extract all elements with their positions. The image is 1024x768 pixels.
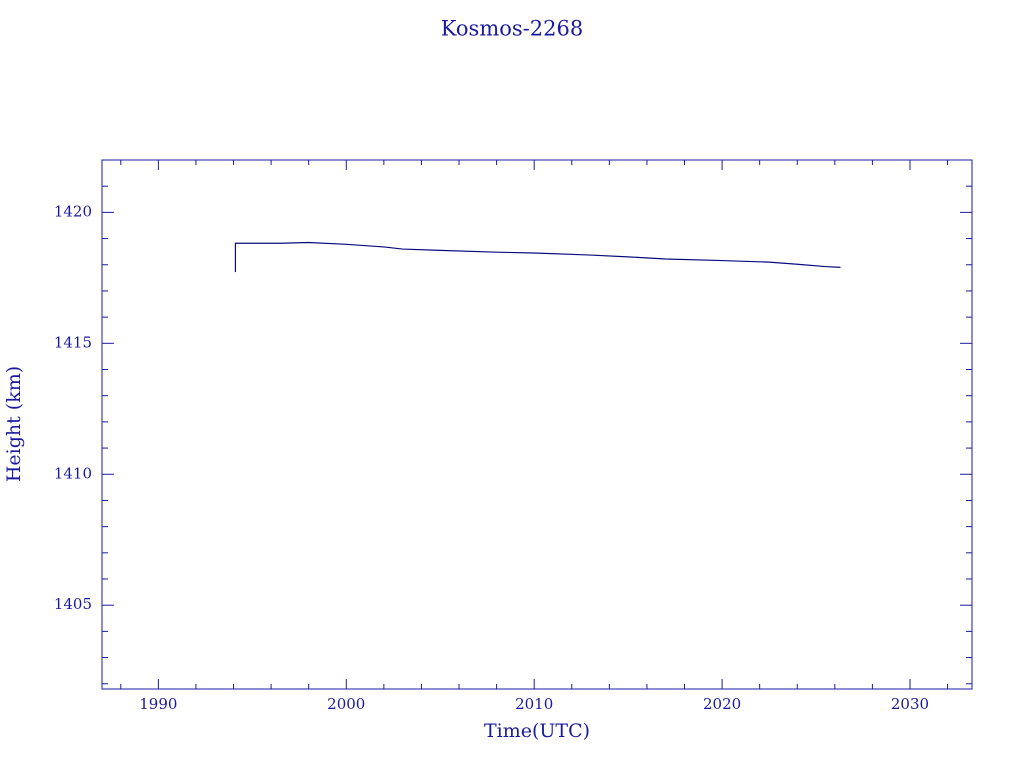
chart-title: Kosmos-2268 — [441, 17, 583, 41]
x-tick-label: 2020 — [703, 695, 741, 713]
x-tick-label: 2000 — [327, 695, 365, 713]
y-tick-label: 1415 — [54, 333, 92, 351]
x-axis-title: Time(UTC) — [484, 720, 590, 742]
x-tick-label: 2010 — [515, 695, 553, 713]
plot-frame — [101, 159, 973, 690]
x-tick-label: 1990 — [139, 695, 177, 713]
y-tick-label: 1420 — [54, 202, 92, 220]
y-tick-label: 1405 — [54, 595, 92, 613]
y-tick-label: 1410 — [54, 464, 92, 482]
x-tick-label: 2030 — [891, 695, 929, 713]
data-line — [234, 241, 841, 273]
y-axis-title: Height (km) — [3, 366, 25, 482]
